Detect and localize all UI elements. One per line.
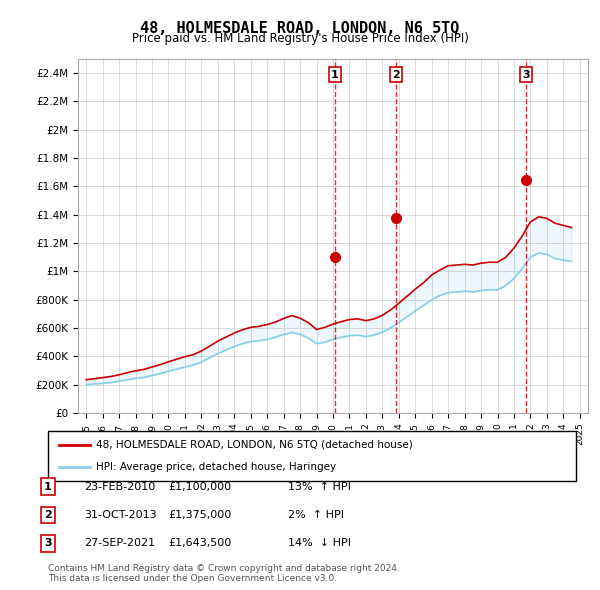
FancyBboxPatch shape [48, 431, 576, 481]
Text: 2: 2 [44, 510, 52, 520]
Text: 13%  ↑ HPI: 13% ↑ HPI [288, 482, 351, 491]
Text: 3: 3 [44, 539, 52, 548]
Text: 14%  ↓ HPI: 14% ↓ HPI [288, 539, 351, 548]
Text: 27-SEP-2021: 27-SEP-2021 [84, 539, 155, 548]
Text: 31-OCT-2013: 31-OCT-2013 [84, 510, 157, 520]
Text: 48, HOLMESDALE ROAD, LONDON, N6 5TQ (detached house): 48, HOLMESDALE ROAD, LONDON, N6 5TQ (det… [95, 440, 412, 450]
Text: 23-FEB-2010: 23-FEB-2010 [84, 482, 155, 491]
Text: 1: 1 [44, 482, 52, 491]
Text: 3: 3 [523, 70, 530, 80]
Text: 1: 1 [331, 70, 339, 80]
Text: Price paid vs. HM Land Registry's House Price Index (HPI): Price paid vs. HM Land Registry's House … [131, 32, 469, 45]
Text: HPI: Average price, detached house, Haringey: HPI: Average price, detached house, Hari… [95, 462, 335, 472]
Text: 2%  ↑ HPI: 2% ↑ HPI [288, 510, 344, 520]
Text: Contains HM Land Registry data © Crown copyright and database right 2024.
This d: Contains HM Land Registry data © Crown c… [48, 563, 400, 583]
Text: £1,375,000: £1,375,000 [168, 510, 231, 520]
Text: 48, HOLMESDALE ROAD, LONDON, N6 5TQ: 48, HOLMESDALE ROAD, LONDON, N6 5TQ [140, 21, 460, 35]
Text: 2: 2 [392, 70, 400, 80]
Text: £1,643,500: £1,643,500 [168, 539, 231, 548]
Text: £1,100,000: £1,100,000 [168, 482, 231, 491]
